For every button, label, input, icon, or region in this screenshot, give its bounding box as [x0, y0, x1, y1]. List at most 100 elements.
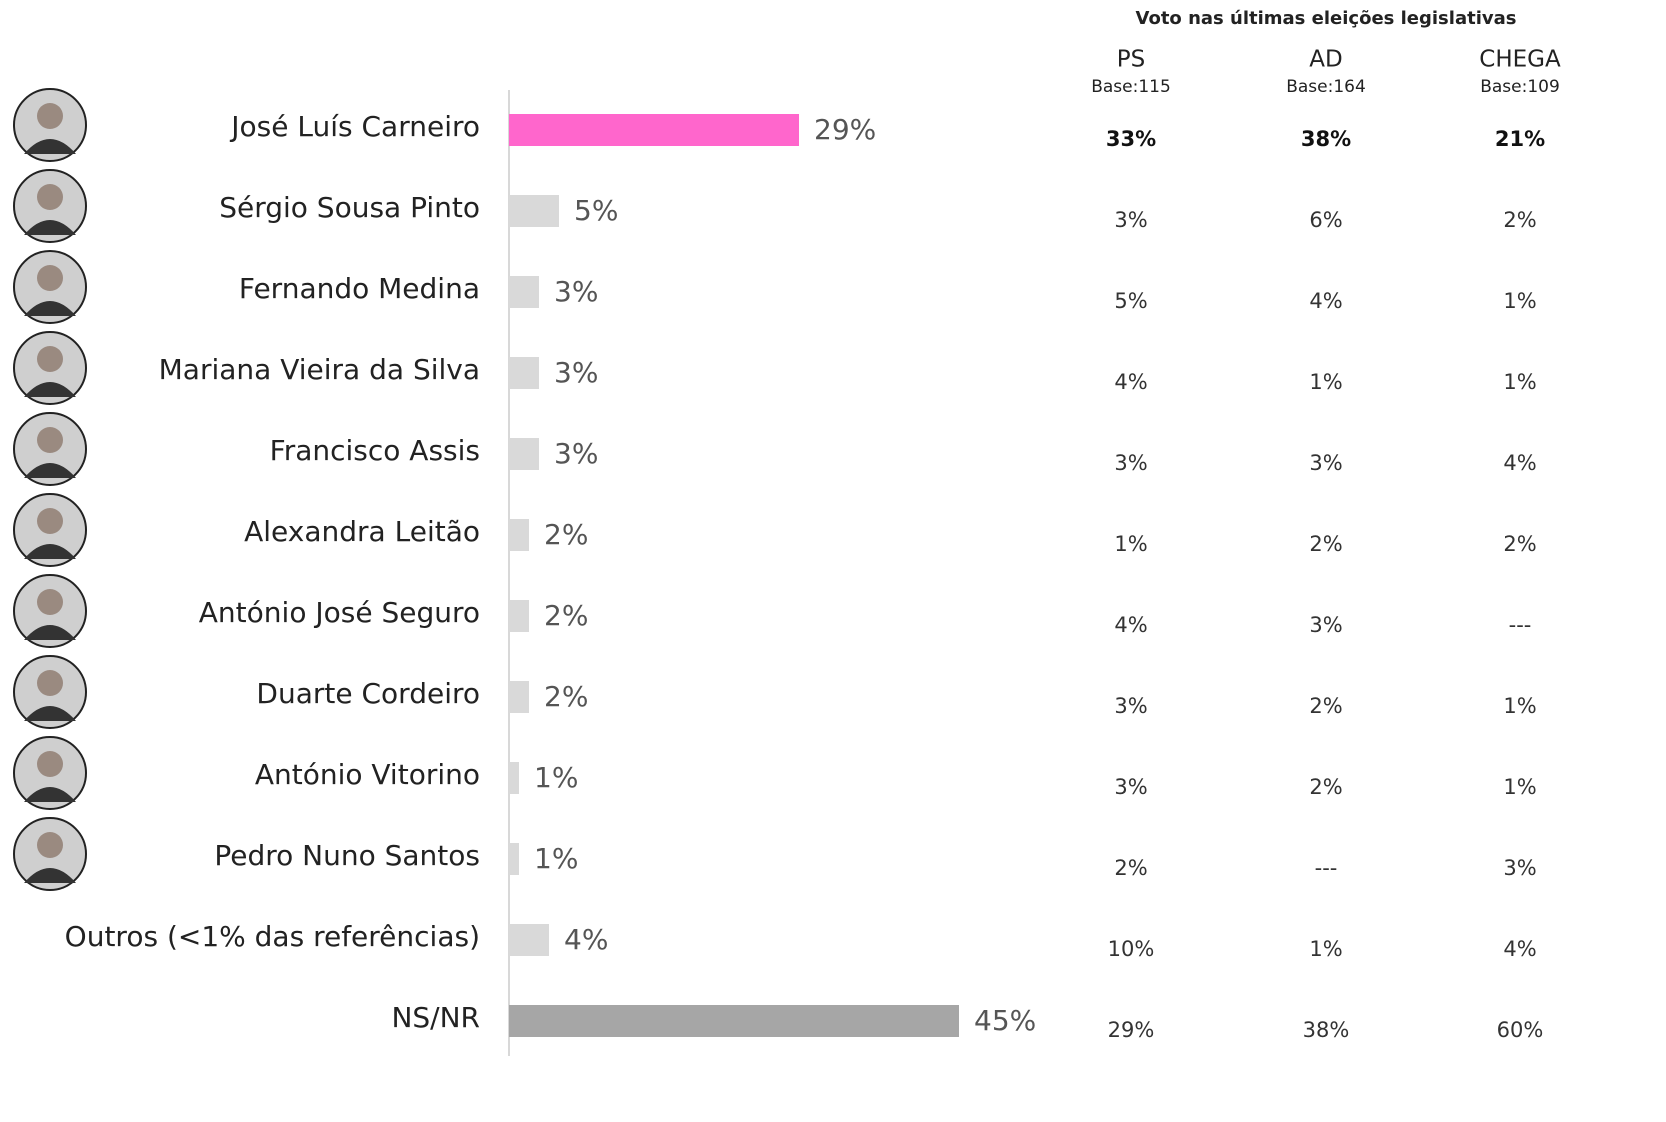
value-label: 3% — [554, 437, 598, 470]
table-cell: 1% — [1503, 775, 1536, 799]
photo-body — [24, 139, 76, 154]
photo-body — [24, 625, 76, 640]
column-name: CHEGA — [1479, 47, 1561, 73]
table-cell: 4% — [1114, 613, 1147, 637]
table-cell: 1% — [1309, 937, 1342, 961]
value-label: 5% — [574, 194, 618, 227]
column-name: AD — [1309, 47, 1342, 73]
bar — [509, 114, 799, 146]
table-cell: 2% — [1309, 532, 1342, 556]
table-cell: 3% — [1114, 694, 1147, 718]
value-label: 3% — [554, 356, 598, 389]
photo-head — [37, 184, 63, 210]
table-cell: 1% — [1503, 370, 1536, 394]
bar — [509, 1005, 959, 1037]
table-cell: 3% — [1309, 451, 1342, 475]
value-label: 2% — [544, 599, 588, 632]
table-cell: 2% — [1503, 532, 1536, 556]
table-cell: 2% — [1309, 694, 1342, 718]
value-label: 45% — [974, 1004, 1036, 1037]
table-cell: 1% — [1114, 532, 1147, 556]
table-cell: 3% — [1114, 451, 1147, 475]
column-base: Base:109 — [1480, 77, 1560, 97]
column-base: Base:115 — [1091, 77, 1171, 97]
table-cell: 4% — [1503, 451, 1536, 475]
bar — [509, 195, 559, 227]
table-cell: 29% — [1108, 1018, 1155, 1042]
table-cell: 5% — [1114, 289, 1147, 313]
value-label: 2% — [544, 680, 588, 713]
category-label: António José Seguro — [199, 596, 480, 629]
photo-head — [37, 427, 63, 453]
category-label: Pedro Nuno Santos — [214, 839, 480, 872]
photo-head — [37, 751, 63, 777]
photo-head — [37, 670, 63, 696]
table-cell: 4% — [1309, 289, 1342, 313]
photo-body — [24, 787, 76, 802]
photo-head — [37, 103, 63, 129]
photo-body — [24, 301, 76, 316]
category-label: Outros (<1% das referências) — [65, 920, 480, 953]
category-label: Francisco Assis — [270, 434, 480, 467]
table-cell: 1% — [1503, 694, 1536, 718]
category-label: Fernando Medina — [239, 272, 480, 305]
table-cell: 38% — [1301, 127, 1351, 151]
table-cell: --- — [1315, 856, 1338, 880]
table-cell: 3% — [1309, 613, 1342, 637]
table-cell: 3% — [1114, 208, 1147, 232]
bar — [509, 276, 539, 308]
photo-body — [24, 220, 76, 235]
bar — [509, 357, 539, 389]
table-cell: 3% — [1114, 775, 1147, 799]
bar — [509, 600, 529, 632]
table-cell: 1% — [1503, 289, 1536, 313]
value-label: 1% — [534, 761, 578, 794]
category-label: NS/NR — [391, 1001, 480, 1034]
photo-body — [24, 868, 76, 883]
photo-body — [24, 382, 76, 397]
value-label: 4% — [564, 923, 608, 956]
category-label: Mariana Vieira da Silva — [159, 353, 480, 386]
table-cell: 33% — [1106, 127, 1156, 151]
photo-head — [37, 508, 63, 534]
photo-head — [37, 265, 63, 291]
table-cell: 4% — [1503, 937, 1536, 961]
table-cell: 3% — [1503, 856, 1536, 880]
category-label: António Vitorino — [255, 758, 480, 791]
value-label: 3% — [554, 275, 598, 308]
photo-head — [37, 589, 63, 615]
bar — [509, 762, 519, 794]
column-base: Base:164 — [1286, 77, 1366, 97]
table-cell: 4% — [1114, 370, 1147, 394]
table-cell: 38% — [1303, 1018, 1350, 1042]
value-label: 2% — [544, 518, 588, 551]
bar — [509, 438, 539, 470]
photo-body — [24, 463, 76, 478]
photo-body — [24, 706, 76, 721]
value-label: 29% — [814, 113, 876, 146]
bar — [509, 519, 529, 551]
table-cell: 1% — [1309, 370, 1342, 394]
photo-head — [37, 346, 63, 372]
bar — [509, 681, 529, 713]
table-title: Voto nas últimas eleições legislativas — [1136, 8, 1517, 29]
table-cell: 2% — [1503, 208, 1536, 232]
bar — [509, 843, 519, 875]
category-label: Duarte Cordeiro — [256, 677, 480, 710]
table-cell: --- — [1509, 613, 1532, 637]
category-label: Sérgio Sousa Pinto — [219, 191, 480, 224]
category-label: José Luís Carneiro — [229, 110, 480, 143]
table-cell: 10% — [1108, 937, 1155, 961]
table-cell: 6% — [1309, 208, 1342, 232]
photo-body — [24, 544, 76, 559]
column-name: PS — [1117, 47, 1145, 73]
photo-head — [37, 832, 63, 858]
table-cell: 21% — [1495, 127, 1545, 151]
table-cell: 2% — [1309, 775, 1342, 799]
category-label: Alexandra Leitão — [244, 515, 480, 548]
table-cell: 2% — [1114, 856, 1147, 880]
table-cell: 60% — [1497, 1018, 1544, 1042]
bar — [509, 924, 549, 956]
value-label: 1% — [534, 842, 578, 875]
